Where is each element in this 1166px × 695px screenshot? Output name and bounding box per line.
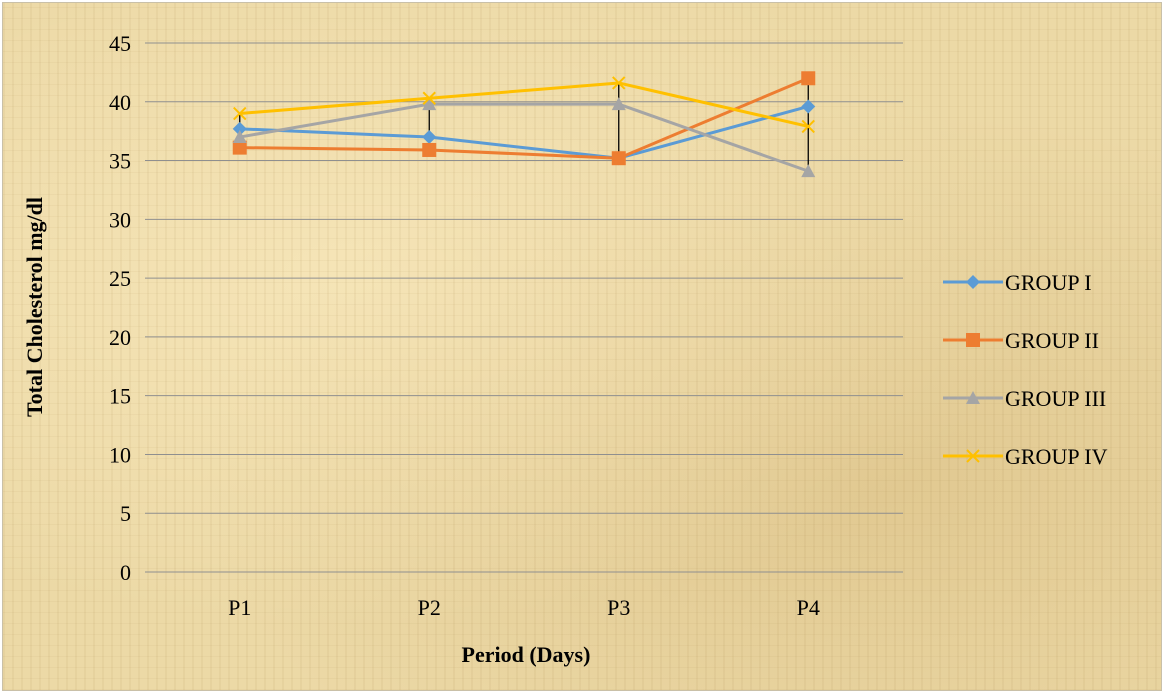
data-point [801, 71, 816, 86]
series-markers [232, 71, 816, 178]
y-tick-label: 45 [109, 31, 131, 56]
data-point [422, 97, 437, 111]
y-tick-label: 0 [120, 560, 131, 585]
y-tick-label: 5 [120, 501, 131, 526]
y-tick-label: 15 [109, 384, 131, 409]
series-line [239, 102, 809, 173]
data-point [232, 140, 247, 155]
data-point [232, 121, 247, 136]
legend-marker [966, 449, 980, 463]
y-axis-title: Total Cholesterol mg/dl [22, 197, 47, 417]
legend: GROUP I GROUP II GROUP III GROUP IV [943, 270, 1108, 469]
data-point [611, 97, 626, 111]
high-low-lines [239, 78, 809, 172]
legend-label: GROUP IV [1005, 444, 1108, 469]
y-tick-label: 35 [109, 149, 131, 174]
legend-label: GROUP I [1005, 270, 1092, 295]
y-tick-label: 10 [109, 442, 131, 467]
x-axis-title: Period (Days) [462, 642, 591, 667]
y-tick-label: 20 [109, 325, 131, 350]
series-line [239, 76, 809, 160]
legend-marker [966, 275, 980, 289]
legend-label: GROUP III [1005, 386, 1106, 411]
data-point [233, 106, 247, 121]
x-tick-label: P3 [607, 595, 630, 620]
data-point [801, 164, 816, 178]
data-point [422, 91, 436, 105]
legend-marker [966, 391, 980, 404]
series-lines [239, 76, 809, 173]
x-tick-label: P1 [228, 595, 251, 620]
data-point [422, 142, 437, 157]
y-tick-label: 40 [109, 90, 131, 115]
legend-label: GROUP II [1005, 328, 1099, 353]
series-line [239, 81, 809, 128]
data-point [612, 76, 626, 90]
data-point [232, 130, 247, 144]
y-axis-ticks: 0 5 10 15 20 25 30 35 40 45 [109, 31, 131, 585]
y-tick-label: 25 [109, 266, 131, 291]
y-tick-label: 30 [109, 207, 131, 232]
data-point [801, 119, 815, 134]
x-axis-ticks: P1 P2 P3 P4 [228, 595, 820, 620]
gridlines [145, 42, 903, 573]
series-line [239, 105, 809, 160]
x-tick-label: P4 [797, 595, 820, 620]
data-point [422, 130, 437, 145]
data-point [611, 151, 626, 166]
x-tick-label: P2 [418, 595, 441, 620]
legend-marker [966, 333, 980, 347]
data-point [801, 99, 816, 114]
